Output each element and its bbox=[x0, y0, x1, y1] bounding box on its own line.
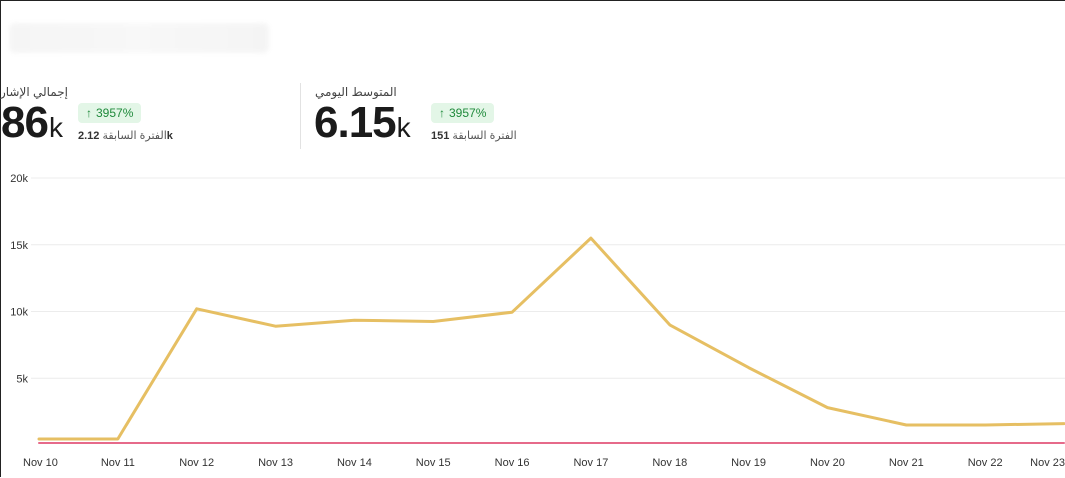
x-tick-label: Nov 13 bbox=[258, 457, 293, 469]
x-tick-label: Nov 20 bbox=[810, 457, 845, 469]
stat-value-number: 6.15 bbox=[314, 98, 397, 147]
x-tick-label: Nov 14 bbox=[337, 457, 372, 469]
previous-period: 2.12 الفترة السابقةk bbox=[78, 129, 173, 142]
blurred-header bbox=[9, 23, 269, 53]
x-tick-label: Nov 16 bbox=[495, 457, 530, 469]
stat-value-number: 86 bbox=[1, 98, 49, 147]
x-tick-label: Nov 19 bbox=[731, 457, 766, 469]
x-tick-label: Nov 12 bbox=[179, 457, 214, 469]
stat-divider bbox=[300, 83, 301, 149]
y-tick-label: 10k bbox=[10, 307, 28, 319]
stat-value-unit: k bbox=[48, 112, 63, 143]
stat-value-unit: k bbox=[396, 112, 411, 143]
x-tick-label: Nov 18 bbox=[652, 457, 687, 469]
x-tick-label: Nov 17 bbox=[573, 457, 608, 469]
x-tick-label: Nov 23 bbox=[1030, 457, 1065, 469]
arrow-up-icon: ↑ bbox=[86, 106, 92, 120]
y-tick-label: 20k bbox=[10, 173, 28, 185]
previous-label: الفترة السابقة bbox=[102, 130, 167, 142]
stat-value: 6.15k bbox=[314, 101, 411, 145]
change-badge: ↑ 3957% bbox=[431, 103, 495, 123]
y-tick-label: 15k bbox=[10, 240, 28, 252]
y-axis: 20k 15k 10k 5k bbox=[10, 173, 28, 385]
previous-unit: k bbox=[166, 130, 173, 142]
series-line-current bbox=[37, 236, 1065, 441]
change-badge: ↑ 3957% bbox=[78, 103, 142, 123]
previous-period: 151 الفترة السابقة bbox=[431, 129, 517, 142]
change-value: 3957% bbox=[96, 106, 134, 120]
change-value: 3957% bbox=[449, 106, 487, 120]
series-layer bbox=[37, 236, 1065, 444]
y-tick-label: 5k bbox=[16, 373, 28, 385]
previous-label: الفترة السابقة bbox=[452, 130, 517, 142]
x-tick-label: Nov 21 bbox=[889, 457, 924, 469]
stat-label: إجمالي الإشارات bbox=[0, 85, 68, 99]
previous-value: 2.12 bbox=[78, 130, 100, 142]
x-tick-label: Nov 11 bbox=[101, 457, 135, 469]
previous-value: 151 bbox=[431, 130, 450, 142]
arrow-up-icon: ↑ bbox=[439, 106, 445, 120]
stat-label: المتوسط اليومي bbox=[315, 85, 397, 99]
stat-value: 86k bbox=[1, 101, 63, 145]
x-tick-label: Nov 15 bbox=[416, 457, 451, 469]
x-tick-label: Nov 10 bbox=[23, 457, 58, 469]
x-axis: Nov 10 Nov 11 Nov 12 Nov 13 Nov 14 Nov 15 Nov … bbox=[23, 457, 1065, 469]
x-tick-label: Nov 22 bbox=[968, 457, 1003, 469]
